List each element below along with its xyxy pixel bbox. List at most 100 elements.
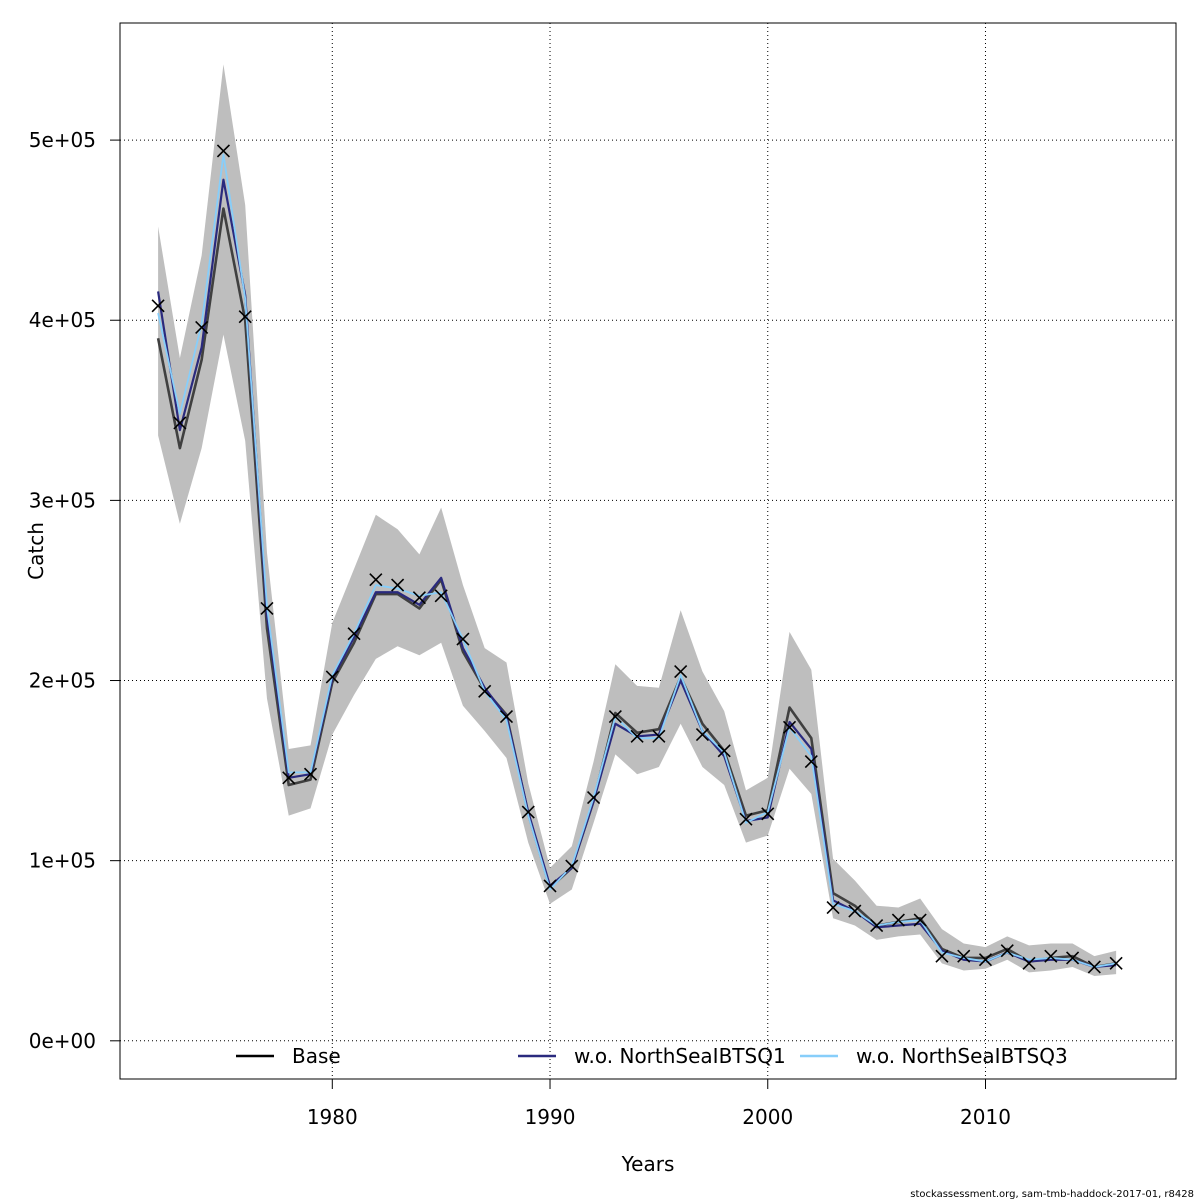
observation-marker-1977 xyxy=(260,601,274,616)
observation-marker-stroke xyxy=(543,879,557,893)
observation-marker-stroke xyxy=(717,744,731,758)
observation-marker-2007 xyxy=(913,913,927,927)
observation-marker-1985 xyxy=(434,589,448,603)
observation-marker-1995 xyxy=(652,729,666,743)
observation-marker-2014 xyxy=(1066,951,1080,965)
observation-marker-stroke xyxy=(652,729,666,743)
observation-marker-stroke xyxy=(761,807,775,821)
legend-label-w-o-northseaibtsq3: w.o. NorthSeaIBTSQ3 xyxy=(856,1044,1068,1068)
series-line-w-o-northseaibtsq3 xyxy=(157,153,1117,968)
observation-marker-1998 xyxy=(717,744,731,758)
observation-marker-stroke xyxy=(260,601,274,616)
y-tick-label-3e+05: 3e+05 xyxy=(29,488,96,512)
observation-marker-2011 xyxy=(1000,944,1014,958)
observation-marker-1997 xyxy=(695,728,709,742)
axes-layer: 1980 1990 2000 2010 0e+00 1e+05 2e+05 3e+05 4e+0… xyxy=(29,22,1177,1129)
observation-marker-stroke xyxy=(456,632,470,646)
observation-marker-1987 xyxy=(478,684,492,698)
observation-marker-1996 xyxy=(674,664,688,679)
observation-marker-2010 xyxy=(978,953,993,967)
observation-marker-2013 xyxy=(1044,949,1058,963)
observation-marker-2006 xyxy=(891,913,905,927)
observation-marker-stroke xyxy=(695,728,709,742)
x-tick-label-2000: 2000 xyxy=(742,1105,793,1129)
observation-marker-2016 xyxy=(1109,956,1123,970)
y-axis-title: Catch xyxy=(24,522,48,580)
observation-marker-stroke xyxy=(151,299,165,313)
observation-marker-stroke xyxy=(303,767,318,781)
confidence-band xyxy=(158,64,1117,976)
observation-marker-stroke xyxy=(674,664,688,679)
observation-marker-stroke xyxy=(891,913,905,927)
legend: Base w.o. NorthSeaIBTSQ1 w.o. NorthSeaIBTS… xyxy=(236,1044,1068,1068)
observation-marker-1986 xyxy=(456,632,470,646)
legend-entry-w-o-northseaibtsq3: w.o. NorthSeaIBTSQ3 xyxy=(800,1044,1068,1068)
footer-credit: stockassessment.org, sam-tmb-haddock-201… xyxy=(910,1189,1194,1200)
observation-marker-stroke xyxy=(565,859,579,873)
observation-marker-stroke xyxy=(630,729,644,743)
observation-marker-1972 xyxy=(151,299,165,313)
legend-label-base: Base xyxy=(292,1044,341,1068)
observation-marker-1975 xyxy=(216,144,230,158)
observation-marker-2004 xyxy=(848,904,862,918)
observation-markers-layer xyxy=(151,144,1123,974)
observation-marker-stroke xyxy=(957,949,971,963)
observation-marker-1981 xyxy=(347,627,361,641)
observation-marker-1991 xyxy=(565,859,579,873)
observation-marker-stroke xyxy=(216,144,230,158)
observation-marker-stroke xyxy=(739,812,753,826)
series-line-w-o-northseaibtsq1 xyxy=(157,178,1117,969)
observation-marker-stroke xyxy=(978,953,993,967)
plot-frame xyxy=(119,22,1177,1080)
observation-marker-1999 xyxy=(739,812,753,826)
legend-entry-w-o-northseaibtsq1: w.o. NorthSeaIBTSQ1 xyxy=(518,1044,786,1068)
observation-marker-1992 xyxy=(587,791,601,805)
observation-marker-2005 xyxy=(870,918,884,933)
observation-marker-stroke xyxy=(521,805,535,819)
observation-marker-stroke xyxy=(782,720,797,734)
observation-marker-stroke xyxy=(195,320,209,335)
observation-marker-2003 xyxy=(826,900,840,915)
observation-marker-stroke xyxy=(478,684,492,698)
observation-marker-2015 xyxy=(1087,960,1101,974)
observation-marker-stroke xyxy=(1066,951,1080,965)
observation-marker-1979 xyxy=(303,767,318,781)
observation-marker-stroke xyxy=(391,578,405,592)
observation-marker-1976 xyxy=(238,310,252,324)
observation-marker-stroke xyxy=(173,416,187,430)
observation-marker-stroke xyxy=(1022,956,1036,970)
observation-marker-1993 xyxy=(608,709,622,724)
confidence-band-layer xyxy=(158,64,1117,976)
x-tick-label-2010: 2010 xyxy=(960,1105,1011,1129)
observation-marker-stroke xyxy=(412,591,426,605)
observation-marker-1974 xyxy=(195,320,209,335)
observation-marker-stroke xyxy=(1044,949,1058,963)
observation-marker-stroke xyxy=(1087,960,1101,974)
observation-marker-stroke xyxy=(848,904,862,918)
y-tick-label-1e+05: 1e+05 xyxy=(29,849,96,873)
observation-marker-2001 xyxy=(782,720,797,734)
observation-marker-stroke xyxy=(935,949,949,963)
observation-marker-stroke xyxy=(499,709,514,724)
observation-marker-stroke xyxy=(587,791,601,805)
legend-entry-base: Base xyxy=(236,1044,341,1068)
observation-marker-stroke xyxy=(434,589,448,603)
observation-marker-1980 xyxy=(325,670,339,684)
y-tick-label-2e+05: 2e+05 xyxy=(29,669,96,693)
y-tick-label-0e+00: 0e+00 xyxy=(29,1029,96,1053)
observation-marker-stroke xyxy=(1109,956,1123,970)
observation-marker-stroke xyxy=(870,918,884,933)
observation-marker-stroke xyxy=(369,573,383,587)
observation-marker-1982 xyxy=(369,573,383,587)
observation-marker-stroke xyxy=(282,771,296,785)
observation-marker-1983 xyxy=(391,578,405,592)
observation-marker-1988 xyxy=(499,709,514,724)
observation-marker-1994 xyxy=(630,729,644,743)
observation-marker-stroke xyxy=(826,900,840,915)
x-tick-label-1980: 1980 xyxy=(307,1105,358,1129)
y-tick-label-4e+05: 4e+05 xyxy=(29,308,96,332)
observation-marker-2009 xyxy=(957,949,971,963)
observation-marker-2000 xyxy=(761,807,775,821)
observation-marker-stroke xyxy=(325,670,339,684)
